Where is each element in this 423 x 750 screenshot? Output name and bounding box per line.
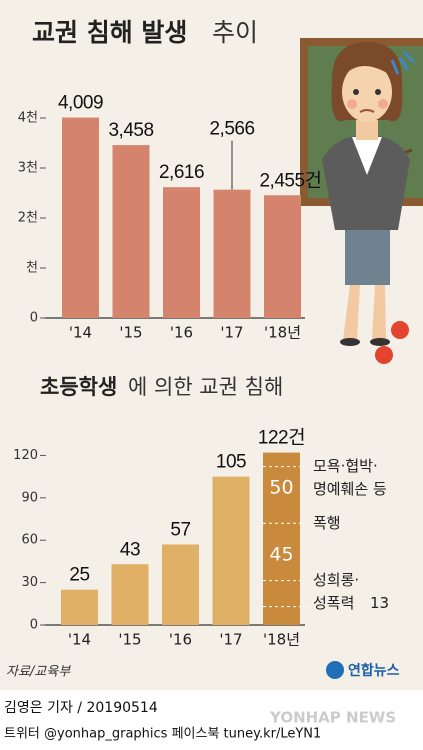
bar: [111, 564, 149, 625]
segment-label: 성희롱·: [313, 571, 359, 589]
bar: [61, 589, 98, 625]
bar: [112, 145, 150, 318]
value-label: 3,458: [108, 120, 153, 141]
bar: [212, 476, 250, 625]
illustration: [300, 38, 423, 364]
x-tick-label: '16: [169, 631, 192, 649]
segment-label: 명예훼손 등: [313, 480, 387, 498]
segment-label: 성폭력: [313, 594, 354, 612]
value-label: 2,455건: [259, 169, 321, 191]
y-tick-label: 60: [21, 533, 38, 548]
y-tick-label: 3천: [18, 161, 38, 176]
segment-value: 45: [269, 544, 293, 566]
byline: 김영은 기자 / 20190514: [4, 700, 158, 716]
y-tick-label: 2천: [18, 211, 38, 226]
logo: 연합뉴스: [348, 662, 400, 679]
x-tick-label: '16: [170, 324, 193, 342]
value-label: 25: [69, 565, 89, 586]
chart-title-light: 추이: [212, 18, 258, 47]
segment-label: 모욕·협박·: [313, 457, 378, 475]
value-label: 2,616: [159, 162, 204, 183]
value-label: 43: [120, 539, 140, 560]
chart-title: 교권 침해 발생: [32, 18, 187, 47]
y-tick-label: 천: [26, 261, 38, 276]
footer-bg: [0, 690, 423, 750]
y-tick-label: 0: [30, 311, 38, 326]
bar: [263, 452, 300, 625]
logo-icon: [326, 661, 344, 679]
value-label: 4,009: [58, 93, 103, 114]
x-tick-label: '18년: [264, 324, 301, 342]
x-tick-label: '15: [119, 324, 142, 342]
value-label: 2,566: [209, 119, 254, 140]
bar: [162, 544, 199, 625]
segment-value: 50: [269, 476, 293, 498]
y-tick-label: 90: [21, 490, 38, 505]
segment-value: 13: [370, 594, 389, 612]
value-label: 105: [216, 452, 246, 473]
value-label: 122건: [258, 427, 305, 449]
y-tick-label: 4천: [18, 111, 38, 126]
x-tick-label: '17: [219, 631, 242, 649]
y-tick-label: 0: [30, 618, 38, 633]
x-tick-label: '14: [68, 631, 91, 649]
y-tick-label: 30: [21, 575, 38, 590]
x-tick-label: '18년: [263, 631, 300, 649]
x-tick-label: '14: [69, 324, 92, 342]
value-label: 57: [170, 519, 190, 540]
x-tick-label: '17: [220, 324, 243, 342]
social: 트위터 @yonhap_graphics 페이스북 tuney.kr/LeYN1: [4, 727, 321, 742]
chart-title: 초등학생: [40, 375, 117, 399]
bar: [62, 117, 99, 318]
bar: [264, 195, 301, 318]
y-tick-label: 120: [13, 448, 38, 463]
segment-label: 폭행: [313, 514, 341, 532]
segment: [263, 607, 300, 625]
source: 자료/교육부: [6, 665, 71, 680]
x-tick-label: '15: [118, 631, 141, 649]
bar: [213, 189, 251, 318]
watermark: YONHAP NEWS: [269, 709, 396, 727]
bar: [163, 187, 200, 318]
chart-title-light: 에 의한 교권 침해: [128, 375, 283, 399]
